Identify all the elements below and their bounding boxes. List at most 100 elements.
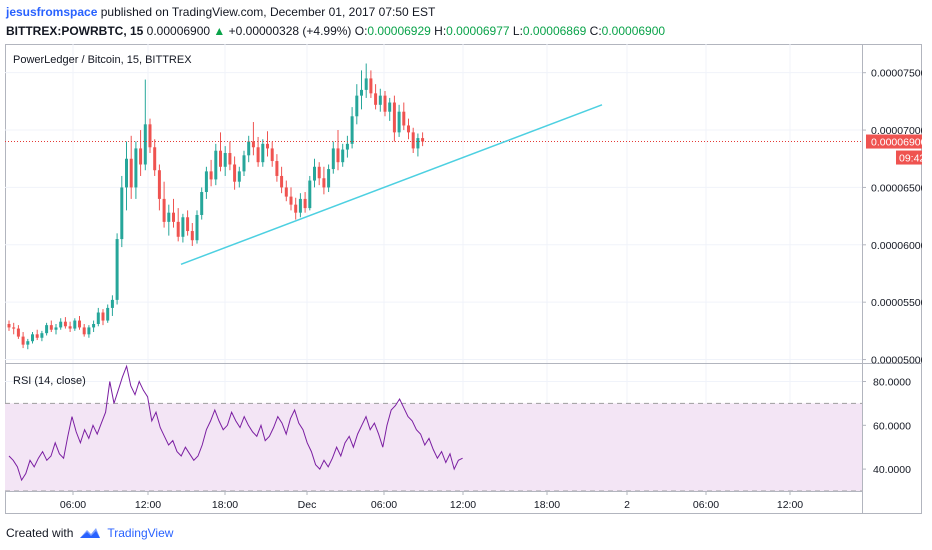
- tradingview-logo-icon: [80, 528, 101, 538]
- candle-body: [157, 170, 161, 199]
- candle-body: [256, 147, 260, 163]
- candle-body: [96, 312, 100, 324]
- candle-body: [125, 158, 128, 188]
- candle-body: [45, 325, 49, 334]
- candles: [7, 63, 425, 350]
- candle-body: [237, 171, 241, 182]
- chart-frame[interactable]: 0.00005000 0.00005500 0.00006000 0.00006500…: [5, 44, 927, 514]
- candle-body: [59, 321, 63, 328]
- candle-body: [270, 148, 274, 162]
- rsi-tick-label: 80.0000: [873, 377, 911, 389]
- candle-body: [200, 192, 204, 215]
- candle-body: [186, 217, 190, 232]
- main-legend[interactable]: PowerLedger / Bitcoin, 15, BITTREX: [13, 54, 192, 66]
- tradingview-link[interactable]: TradingView: [107, 526, 174, 540]
- candle-body: [87, 327, 91, 335]
- candle-body: [322, 178, 326, 188]
- footer: Created with TradingView: [6, 526, 173, 540]
- quote-line: BITTREX:POWRBTC, 15 0.00006900 ▲ +0.0000…: [6, 24, 665, 38]
- price-change: +0.00000328 (+4.99%): [225, 24, 355, 38]
- candle-body: [383, 95, 387, 112]
- candle-body: [134, 148, 138, 188]
- candle-body: [416, 138, 420, 149]
- current-price-tag-bg: [866, 134, 922, 149]
- candle-body: [369, 78, 373, 94]
- candle-body: [101, 312, 105, 321]
- published-text: published on TradingView.com, December 0…: [97, 5, 436, 19]
- candle-body: [176, 221, 180, 237]
- time-axis-ticks: 06:00 12:00 18:00 Dec 06:00 12:00 18:00 2 06:00 1…: [60, 491, 803, 511]
- candle-body: [223, 153, 227, 167]
- candle-body: [21, 336, 25, 345]
- candle-body: [397, 111, 401, 133]
- candle-body: [402, 111, 406, 126]
- close-label: C:: [586, 24, 602, 38]
- candle-body: [251, 141, 255, 148]
- candle-body: [68, 326, 72, 329]
- candle-body: [129, 158, 133, 188]
- last-price: 0.00006900: [143, 24, 214, 38]
- candle-body: [360, 89, 363, 96]
- current-price-tag-text: 0.00006900: [871, 137, 922, 149]
- candle-body: [172, 212, 175, 222]
- time-tick-label: 06:00: [693, 499, 719, 511]
- candle-body: [355, 95, 359, 117]
- candle-body: [106, 307, 110, 321]
- candle-body: [284, 187, 288, 197]
- candle-body: [167, 212, 171, 222]
- chart-svg[interactable]: 0.00005000 0.00005500 0.00006000 0.00006500…: [5, 44, 927, 514]
- candle-body: [35, 334, 39, 338]
- candle-body: [110, 299, 114, 308]
- candle-body: [392, 102, 396, 133]
- price-tick-label: 0.00007500: [871, 68, 922, 80]
- rsi-legend[interactable]: RSI (14, close): [13, 375, 86, 387]
- author-link[interactable]: jesusfromspace: [6, 5, 98, 19]
- candle-body: [378, 95, 382, 105]
- candle-body: [209, 171, 213, 180]
- rsi-line: [8, 364, 463, 482]
- price-axis-ticks: 0.00005000 0.00005500 0.00006000 0.00006500…: [862, 68, 927, 367]
- candle-body: [228, 153, 232, 165]
- candle-body: [345, 143, 349, 150]
- created-with-text: Created with: [6, 526, 74, 540]
- candle-body: [31, 334, 34, 342]
- candle-body: [327, 169, 331, 188]
- price-tick-label: 0.00006500: [871, 182, 922, 194]
- candle-body: [49, 325, 53, 330]
- candle-body: [12, 327, 16, 329]
- candle-body: [421, 138, 425, 142]
- current-price-tag: 0.00006900 09:42: [866, 134, 927, 165]
- candle-body: [298, 198, 302, 213]
- candle-body: [204, 171, 208, 193]
- candle-body: [407, 125, 410, 133]
- candle-body: [153, 147, 157, 171]
- candle-body: [120, 187, 124, 240]
- time-tick-label: 06:00: [60, 499, 86, 511]
- candle-body: [82, 327, 86, 335]
- candle-body: [350, 116, 354, 144]
- candle-body: [190, 231, 194, 241]
- time-tick-label: 06:00: [371, 499, 397, 511]
- candle-body: [280, 175, 284, 188]
- symbol-label: BITTREX:POWRBTC, 15: [6, 24, 144, 38]
- price-tick-label: 0.00005000: [871, 355, 922, 367]
- candle-body: [181, 217, 185, 237]
- candle-body: [294, 204, 298, 213]
- time-tick-label: 12:00: [450, 499, 476, 511]
- publish-header: jesusfromspace published on TradingView.…: [0, 0, 932, 42]
- candle-body: [364, 78, 368, 90]
- candle-body: [16, 328, 20, 337]
- candle-body: [219, 150, 222, 167]
- high-label: H:: [430, 24, 447, 38]
- open-label: O:: [354, 24, 368, 38]
- time-tick-label: 18:00: [212, 499, 238, 511]
- candle-body: [242, 155, 246, 172]
- candle-body: [162, 198, 166, 222]
- trendline[interactable]: [180, 104, 603, 266]
- candle-body: [317, 166, 321, 179]
- candle-body: [411, 132, 415, 149]
- candle-body: [143, 124, 147, 165]
- candle-body: [266, 143, 269, 149]
- candle-body: [139, 148, 143, 165]
- time-tick-label: 12:00: [135, 499, 161, 511]
